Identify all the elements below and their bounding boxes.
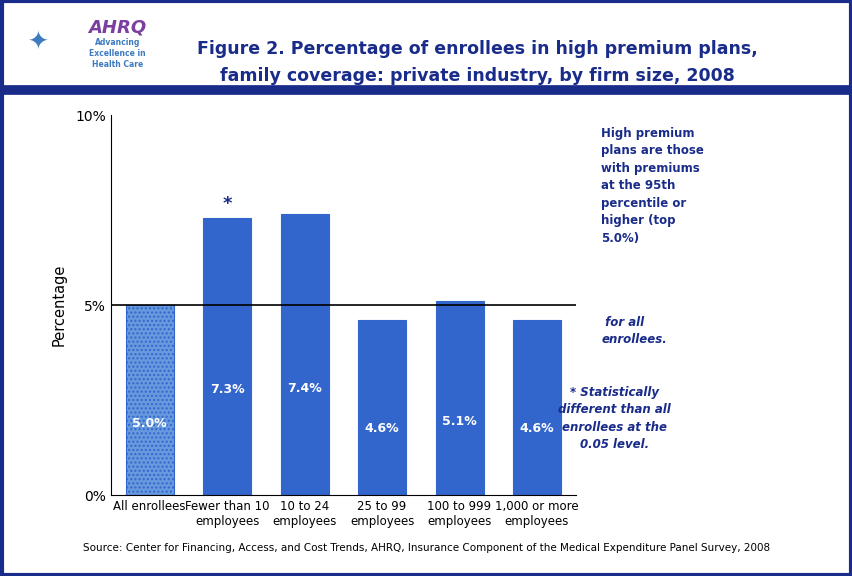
Text: family coverage: private industry, by firm size, 2008: family coverage: private industry, by fi… bbox=[220, 67, 734, 85]
Text: Source: Center for Financing, Access, and Cost Trends, AHRQ, Insurance Component: Source: Center for Financing, Access, an… bbox=[83, 543, 769, 554]
Y-axis label: Percentage: Percentage bbox=[52, 264, 66, 347]
Text: 4.6%: 4.6% bbox=[519, 422, 554, 435]
Text: for all
enrollees.: for all enrollees. bbox=[601, 316, 666, 346]
Bar bbox=[203, 218, 250, 495]
Bar bbox=[125, 305, 174, 495]
Text: * Statistically
different than all
enrollees at the
0.05 level.: * Statistically different than all enrol… bbox=[557, 386, 670, 452]
Text: 7.4%: 7.4% bbox=[287, 382, 321, 395]
Circle shape bbox=[14, 10, 63, 75]
Bar bbox=[280, 214, 328, 495]
Text: Advancing
Excellence in
Health Care: Advancing Excellence in Health Care bbox=[89, 38, 146, 69]
Text: Figure 2. Percentage of enrollees in high premium plans,: Figure 2. Percentage of enrollees in hig… bbox=[197, 40, 757, 58]
Text: High premium
plans are those
with premiums
at the 95th
percentile or
higher (top: High premium plans are those with premiu… bbox=[601, 127, 704, 245]
Bar bbox=[435, 301, 483, 495]
Text: 4.6%: 4.6% bbox=[365, 422, 399, 435]
Bar bbox=[358, 320, 406, 495]
Text: 7.3%: 7.3% bbox=[210, 384, 245, 396]
Text: *: * bbox=[222, 195, 232, 213]
Text: 5.1%: 5.1% bbox=[441, 415, 476, 428]
Text: ✦: ✦ bbox=[28, 31, 49, 54]
Bar bbox=[512, 320, 561, 495]
Text: 5.0%: 5.0% bbox=[132, 416, 167, 430]
Text: AHRQ: AHRQ bbox=[89, 19, 147, 37]
